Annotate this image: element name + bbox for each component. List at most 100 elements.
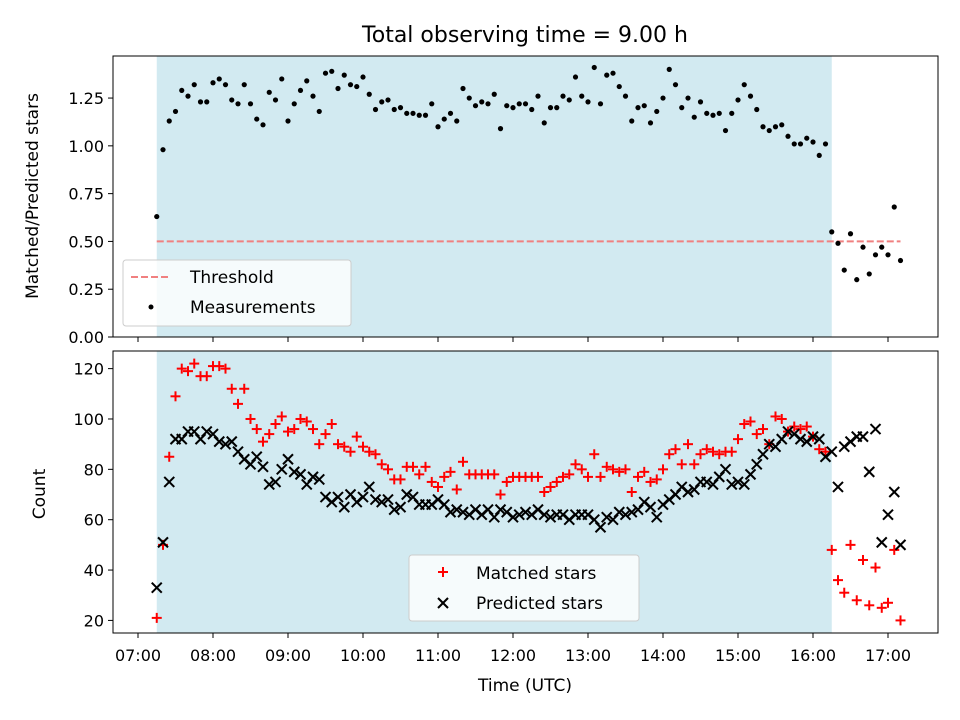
measurement-point — [566, 97, 572, 103]
measurement-point — [160, 147, 166, 153]
y-tick-label: 1.00 — [68, 137, 104, 156]
matched-star-point — [326, 419, 337, 430]
matched-star-point — [270, 419, 281, 430]
marker-stroke — [482, 503, 494, 516]
ratio-panel-frame — [112, 55, 939, 338]
matched-star-point — [726, 446, 737, 457]
marker-stroke — [726, 478, 738, 491]
marker-stroke — [651, 511, 663, 523]
matched-star-point — [333, 439, 343, 450]
matched-star-point — [895, 615, 906, 626]
matched-star-point — [220, 363, 231, 374]
marker-stroke — [701, 476, 713, 488]
measurement-point — [554, 105, 560, 111]
matched-star-point — [620, 464, 631, 475]
marker-stroke — [782, 425, 794, 438]
x-tick-label: 10:00 — [340, 646, 386, 665]
measurement-point — [591, 64, 597, 71]
marker-stroke — [432, 493, 444, 506]
predicted-star-point — [519, 506, 532, 518]
marker-stroke — [438, 498, 450, 511]
marker-stroke — [201, 425, 213, 438]
count-panel: 20 40 60 80 100 120 07:00 08:00 09:00 10:00 11:00… — [30, 350, 939, 696]
matched-star-point — [658, 464, 668, 475]
legend-predicted-swatch — [437, 597, 449, 609]
matched-star-point — [795, 424, 806, 435]
matched-star-point — [433, 481, 443, 492]
matched-star-point — [751, 429, 762, 440]
measurement-point — [272, 97, 279, 103]
marker-stroke — [257, 461, 269, 473]
measurement-point — [741, 82, 747, 88]
predicted-star-point — [726, 478, 738, 491]
measurement-point — [204, 99, 210, 105]
marker-stroke — [738, 478, 750, 491]
y-tick-label: 0.75 — [68, 185, 104, 204]
measurement-point — [885, 252, 891, 258]
measurement-point — [516, 101, 522, 107]
matched-star-point — [258, 436, 268, 447]
predicted-star-point — [682, 486, 694, 498]
matched-star-point — [639, 466, 650, 477]
predicted-star-point — [394, 501, 407, 513]
measurement-point — [166, 118, 172, 124]
measurement-point — [679, 105, 685, 111]
measurement-point — [404, 110, 410, 116]
measurement-point — [285, 118, 291, 124]
predicted-star-point — [363, 481, 375, 493]
marker-stroke — [532, 503, 544, 516]
measurement-point — [266, 89, 272, 95]
measurement-point — [610, 70, 616, 76]
y-tick-label: 60 — [84, 511, 104, 530]
measurement-point — [197, 99, 204, 105]
measurement-point — [791, 141, 797, 147]
matched-star-point — [876, 602, 887, 613]
marker-stroke — [882, 508, 894, 521]
measurement-point — [604, 72, 610, 78]
predicted-star-point — [288, 466, 300, 478]
predicted-star-point — [151, 581, 163, 594]
matched-star-point — [645, 476, 656, 487]
marker-stroke — [888, 486, 900, 498]
marker-stroke — [582, 508, 594, 521]
measurement-point — [241, 82, 247, 88]
measurement-point — [629, 118, 635, 124]
measurement-point — [291, 101, 297, 107]
marker-stroke — [626, 506, 638, 518]
matched-star-point — [539, 487, 550, 497]
matched-star-point — [845, 539, 856, 550]
matched-star-point — [289, 424, 300, 435]
matched-star-point — [889, 544, 900, 555]
matched-star-point — [264, 429, 275, 440]
marker-stroke — [832, 481, 844, 493]
measurement-point — [229, 97, 235, 103]
y-tick-label: 0.50 — [68, 232, 104, 251]
matched-star-point — [383, 464, 393, 475]
matched-star-point — [245, 413, 256, 424]
predicted-star-point — [651, 511, 663, 523]
predicted-star-point — [751, 458, 763, 471]
measurement-point — [279, 76, 285, 82]
marker-stroke — [288, 466, 300, 478]
matched-star-point — [183, 366, 193, 377]
matched-star-point — [664, 449, 675, 460]
matched-star-point — [226, 383, 237, 394]
ratio-measurements — [154, 64, 904, 283]
measurement-point — [854, 277, 860, 283]
marker-stroke — [613, 506, 625, 518]
matched-star-point — [320, 429, 331, 440]
predicted-star-point — [282, 453, 294, 465]
matched-star-point — [214, 361, 225, 372]
matched-star-point — [501, 476, 512, 487]
x-tick-label: 11:00 — [415, 646, 461, 665]
marker-stroke — [732, 476, 744, 488]
matched-star-point — [858, 554, 868, 565]
measurement-point — [347, 82, 354, 88]
measurement-point — [416, 112, 422, 118]
legend-predicted-label: Predicted stars — [476, 594, 603, 614]
matched-star-point — [864, 600, 875, 611]
matched-star-point — [614, 466, 625, 477]
marker-stroke — [544, 511, 557, 523]
y-tick-label: 0.25 — [68, 280, 104, 299]
